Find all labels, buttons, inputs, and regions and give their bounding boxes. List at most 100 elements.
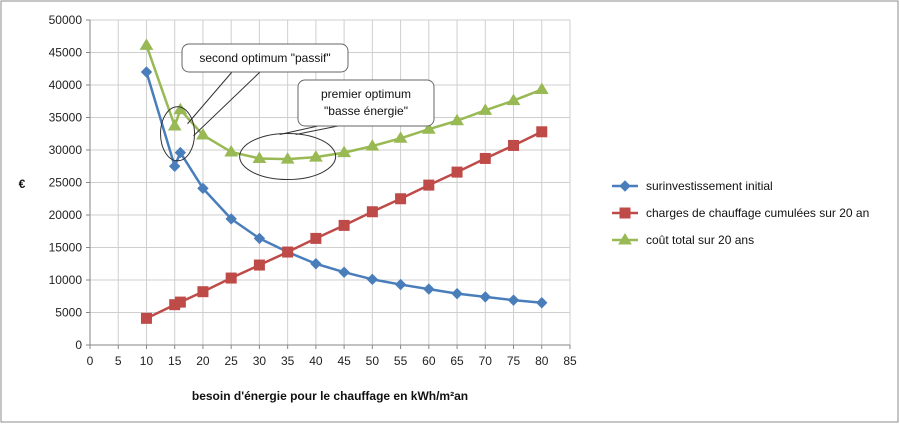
data-point-triangle	[450, 113, 464, 126]
y-tick-label: 25000	[49, 176, 83, 190]
callout-box-passif	[181, 43, 349, 73]
data-point-triangle	[478, 103, 493, 115]
data-point-square	[225, 272, 237, 284]
x-tick-label: 60	[422, 354, 436, 368]
callout-pointer	[193, 71, 261, 137]
y-tick-label: 20000	[49, 208, 83, 222]
x-tick-label: 75	[507, 354, 521, 368]
y-axis-title: €	[19, 177, 26, 191]
data-point-square	[479, 152, 491, 164]
series-2	[139, 38, 549, 164]
data-point-triangle	[421, 122, 436, 134]
y-tick-label: 15000	[49, 241, 83, 255]
data-point-triangle	[365, 139, 380, 151]
data-point-square	[536, 126, 548, 138]
data-point-square	[174, 296, 186, 308]
x-tick-label: 30	[253, 354, 267, 368]
x-tick-label: 70	[479, 354, 493, 368]
data-point-diamond	[479, 291, 492, 303]
highlight-ellipse-passif	[160, 106, 196, 162]
y-tick-label: 5000	[55, 306, 82, 320]
x-tick-label: 40	[309, 354, 323, 368]
series-group	[139, 38, 549, 324]
data-point-triangle	[224, 144, 239, 157]
data-point-triangle	[196, 128, 210, 140]
legend-swatch-marker	[619, 180, 631, 192]
data-point-triangle	[506, 93, 521, 106]
x-tick-label: 45	[337, 354, 351, 368]
data-point-square	[140, 312, 152, 324]
callouts: second optimum "passif" premier optimum "b…	[160, 43, 435, 180]
data-point-diamond	[174, 146, 187, 159]
data-point-square	[282, 246, 294, 258]
legend-label: coût total sur 20 ans	[646, 233, 754, 247]
data-point-square	[508, 139, 520, 151]
x-tick-label: 25	[224, 354, 238, 368]
series-line	[145, 71, 542, 304]
data-point-square	[366, 206, 378, 218]
callout-box-basse	[297, 79, 435, 127]
legend-swatch-marker	[618, 233, 632, 245]
callout-pointer	[279, 125, 319, 135]
data-point-diamond	[168, 160, 181, 172]
x-tick-label: 55	[394, 354, 408, 368]
y-tick-label: 10000	[49, 273, 83, 287]
y-tick-label: 40000	[49, 78, 83, 92]
data-point-triangle	[139, 38, 154, 50]
data-point-square	[253, 259, 265, 271]
data-point-square	[197, 286, 209, 298]
y-tick-label: 45000	[49, 46, 83, 60]
x-tick-label: 35	[281, 354, 295, 368]
data-point-diamond	[140, 66, 153, 78]
data-point-diamond	[310, 258, 322, 270]
data-point-diamond	[366, 273, 379, 286]
data-point-triangle	[308, 150, 323, 162]
x-tick-label: 65	[450, 354, 464, 368]
series-0	[140, 66, 548, 309]
data-point-diamond	[507, 294, 520, 306]
data-point-triangle	[393, 131, 408, 143]
x-tick-label: 85	[563, 354, 577, 368]
legend-item-0: surinvestissement initial	[612, 179, 773, 193]
legend-swatch-marker	[619, 207, 631, 219]
x-tick-label: 0	[87, 354, 94, 368]
data-point-triangle	[167, 118, 182, 131]
data-point-diamond	[394, 278, 407, 291]
legend-label: surinvestissement initial	[646, 179, 773, 193]
callout-label-passif: second optimum "passif"	[199, 51, 330, 65]
series-1	[140, 126, 548, 324]
x-tick-label: 5	[115, 354, 122, 368]
data-point-diamond	[451, 287, 463, 300]
series-line	[145, 130, 543, 320]
data-point-triangle	[252, 151, 267, 163]
data-point-triangle	[534, 82, 549, 95]
y-tick-label: 0	[75, 338, 82, 352]
x-tick-label: 80	[535, 354, 549, 368]
callout-pointer	[187, 71, 233, 125]
legend: surinvestissement initial charges de chau…	[612, 179, 869, 247]
data-point-triangle	[337, 145, 352, 158]
data-point-square	[395, 193, 407, 205]
data-point-diamond	[197, 182, 209, 195]
x-tick-label: 20	[196, 354, 210, 368]
data-point-square	[338, 219, 350, 231]
data-point-diamond	[338, 266, 350, 278]
data-point-triangle	[280, 152, 295, 164]
data-point-square	[451, 166, 463, 178]
data-point-square	[423, 179, 435, 191]
data-point-diamond	[423, 283, 435, 295]
axes	[86, 19, 571, 349]
legend-item-2: coût total sur 20 ans	[612, 233, 754, 247]
tick-labels: 0 5 10 15 20 25 30 35 40 45 50 55 60 65 70 75 80 85 0 5000 1…	[49, 13, 577, 368]
data-point-diamond	[225, 213, 237, 225]
legend-item-1: charges de chauffage cumulées sur 20 an	[612, 206, 869, 220]
x-tick-label: 10	[140, 354, 154, 368]
legend-label: charges de chauffage cumulées sur 20 an	[646, 206, 869, 220]
highlight-ellipse-basse	[239, 133, 337, 180]
series-line	[145, 44, 543, 161]
x-axis-title: besoin d'énergie pour le chauffage en kW…	[192, 389, 468, 403]
x-tick-label: 50	[366, 354, 380, 368]
y-tick-label: 30000	[49, 143, 83, 157]
